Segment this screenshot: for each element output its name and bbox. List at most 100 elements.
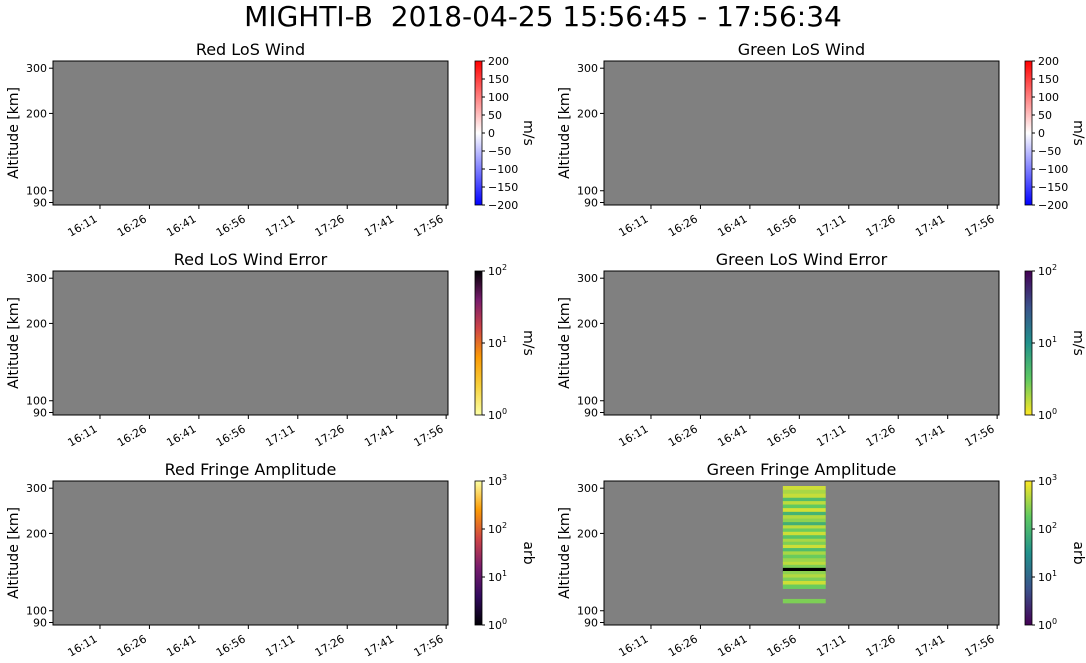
x-tick-label: 17:11 bbox=[263, 632, 297, 659]
y-tick-label: 90 bbox=[33, 406, 47, 419]
heatmap-row bbox=[782, 584, 826, 589]
y-tick-label: 300 bbox=[26, 272, 47, 285]
colorbar-tick-label: 102 bbox=[488, 263, 507, 278]
colorbar bbox=[1025, 481, 1032, 625]
plot-area bbox=[604, 271, 999, 415]
colorbar-tick-label: 102 bbox=[488, 521, 507, 536]
x-tick-label: 17:11 bbox=[814, 632, 848, 659]
y-tick-label: 300 bbox=[577, 482, 598, 495]
colorbar-tick-label: 100 bbox=[1038, 407, 1057, 422]
heatmap-row bbox=[782, 558, 826, 563]
colorbar-tick-label: −200 bbox=[488, 199, 518, 212]
colorbar-tick-label: 200 bbox=[1038, 55, 1059, 68]
colorbar-tick-label: 200 bbox=[488, 55, 509, 68]
heatmap-row bbox=[782, 544, 826, 550]
x-tick-label: 16:26 bbox=[115, 212, 149, 239]
y-tick-label: 90 bbox=[584, 616, 598, 629]
x-tick-label: 17:41 bbox=[913, 212, 947, 239]
x-tick-label: 16:56 bbox=[214, 212, 248, 239]
plot-area bbox=[53, 61, 448, 205]
colorbar-tick-label: 100 bbox=[488, 617, 507, 632]
colorbar-tick-label: 101 bbox=[1038, 335, 1057, 350]
x-tick-label: 16:26 bbox=[115, 422, 149, 449]
x-tick-label: 17:41 bbox=[913, 422, 947, 449]
heatmap-row bbox=[782, 581, 826, 586]
colorbar-tick-label: 101 bbox=[1038, 569, 1057, 584]
y-axis-label: Altitude [km] bbox=[557, 297, 573, 389]
colorbar-frame bbox=[474, 480, 483, 626]
colorbar-tick-label: 101 bbox=[488, 335, 507, 350]
x-tick-label: 17:56 bbox=[412, 212, 446, 239]
axes-frame bbox=[52, 60, 449, 206]
x-tick-label: 17:26 bbox=[313, 632, 347, 659]
x-tick-label: 17:56 bbox=[963, 632, 997, 659]
colorbar-tick-label: −100 bbox=[1038, 163, 1068, 176]
heatmap-row bbox=[782, 561, 826, 567]
colorbar-tick-label: 150 bbox=[1038, 73, 1059, 86]
colorbar-tick-label: −100 bbox=[488, 163, 518, 176]
heatmap-row bbox=[782, 508, 826, 513]
colorbar-tick-label: 150 bbox=[488, 73, 509, 86]
x-tick-label: 16:26 bbox=[666, 632, 700, 659]
colorbar-tick-label: 103 bbox=[488, 473, 507, 488]
colorbar-tick-label: −50 bbox=[488, 145, 511, 158]
heatmap-row bbox=[782, 511, 826, 517]
heatmap-row bbox=[782, 528, 826, 533]
x-tick-label: 17:41 bbox=[362, 422, 396, 449]
axes-frame bbox=[603, 270, 1000, 416]
axes-frame bbox=[52, 480, 449, 626]
x-tick-label: 17:26 bbox=[864, 422, 898, 449]
colorbar-tick-label: 0 bbox=[1038, 127, 1045, 140]
heatmap-row bbox=[782, 515, 826, 520]
y-tick-label: 200 bbox=[577, 107, 598, 120]
figure-title: MIGHTI-B 2018-04-25 15:56:45 - 17:56:34 bbox=[244, 0, 842, 33]
x-tick-label: 16:26 bbox=[666, 422, 700, 449]
x-tick-label: 16:41 bbox=[715, 212, 749, 239]
colorbar-label: arb bbox=[520, 541, 536, 564]
x-tick-label: 17:11 bbox=[814, 212, 848, 239]
y-axis-label: Altitude [km] bbox=[557, 87, 573, 179]
colorbar bbox=[475, 61, 482, 205]
x-tick-label: 17:26 bbox=[864, 212, 898, 239]
x-tick-label: 16:56 bbox=[765, 422, 799, 449]
heatmap-row bbox=[782, 518, 826, 523]
heatmap-row bbox=[782, 485, 826, 491]
x-tick-label: 17:56 bbox=[963, 422, 997, 449]
colorbar-tick-label: −150 bbox=[488, 181, 518, 194]
colorbar-tick-label: 103 bbox=[1038, 473, 1057, 488]
y-tick-label: 300 bbox=[26, 62, 47, 75]
subplot-title: Green Fringe Amplitude bbox=[707, 460, 897, 479]
colorbar-tick-label: 100 bbox=[488, 91, 509, 104]
subplot-title: Red Fringe Amplitude bbox=[165, 460, 337, 479]
axes-frame bbox=[603, 480, 1000, 626]
x-tick-label: 16:11 bbox=[66, 422, 100, 449]
y-tick-label: 100 bbox=[26, 185, 47, 198]
colorbar bbox=[475, 481, 482, 625]
x-tick-label: 17:56 bbox=[412, 632, 446, 659]
heatmap-row bbox=[782, 489, 826, 495]
x-tick-label: 16:41 bbox=[715, 422, 749, 449]
colorbar bbox=[1025, 271, 1032, 415]
y-tick-label: 90 bbox=[584, 406, 598, 419]
x-tick-label: 16:41 bbox=[715, 632, 749, 659]
y-tick-label: 300 bbox=[577, 272, 598, 285]
heatmap-row bbox=[782, 525, 826, 530]
heatmap-row bbox=[782, 497, 826, 503]
y-tick-label: 90 bbox=[584, 196, 598, 209]
colorbar-tick-label: 102 bbox=[1038, 521, 1057, 536]
axes-frame bbox=[603, 60, 1000, 206]
x-tick-label: 17:56 bbox=[412, 422, 446, 449]
y-tick-label: 100 bbox=[26, 605, 47, 618]
colorbar-tick-label: 100 bbox=[488, 407, 507, 422]
x-tick-label: 17:11 bbox=[814, 422, 848, 449]
y-tick-label: 200 bbox=[577, 317, 598, 330]
colorbar-tick-label: 50 bbox=[488, 109, 502, 122]
x-tick-label: 17:26 bbox=[313, 212, 347, 239]
y-tick-label: 200 bbox=[26, 317, 47, 330]
heatmap-row bbox=[782, 598, 826, 604]
x-tick-label: 16:56 bbox=[765, 212, 799, 239]
x-tick-label: 16:11 bbox=[66, 212, 100, 239]
colorbar-tick-label: 100 bbox=[1038, 617, 1057, 632]
plot-area bbox=[604, 61, 999, 205]
subplot-red-fringe-amplitude: Red Fringe Amplitude90100200300Altitude … bbox=[6, 460, 536, 659]
